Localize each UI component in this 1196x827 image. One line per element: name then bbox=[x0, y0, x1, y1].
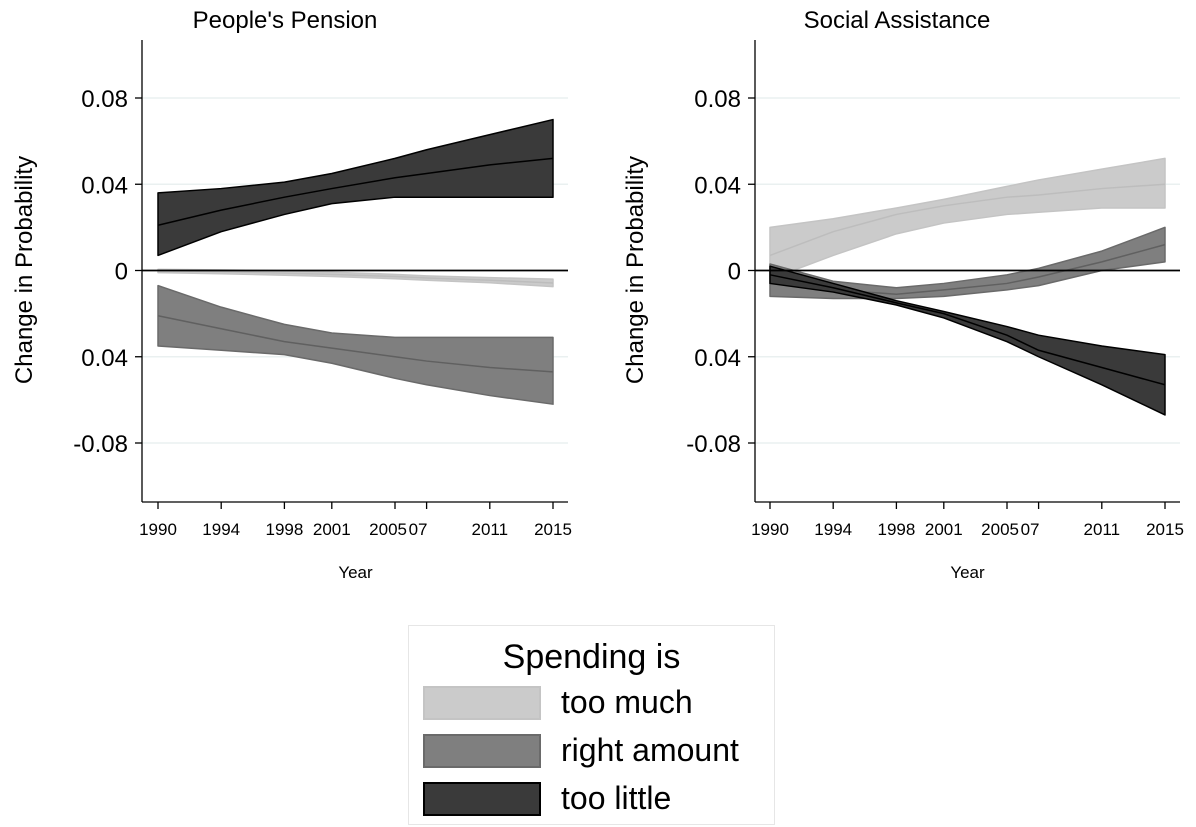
x-tick-label: 1998 bbox=[877, 520, 915, 539]
series-line-too-little bbox=[157, 157, 554, 226]
series-line-right-amount bbox=[157, 315, 554, 373]
x-axis-label: Year bbox=[950, 563, 985, 582]
y-tick-label: -0.08 bbox=[686, 431, 741, 458]
x-tick-label: 2015 bbox=[1146, 520, 1184, 539]
y-tick-label: 0 bbox=[728, 259, 741, 286]
x-tick-label: 2001 bbox=[313, 520, 351, 539]
y-tick-label: 0.04 bbox=[694, 345, 741, 372]
y-tick-label: -0.08 bbox=[73, 431, 128, 458]
y-tick-label: 0.08 bbox=[694, 86, 741, 113]
y-tick-label: 0.04 bbox=[81, 172, 128, 199]
confidence-band-too-much bbox=[769, 157, 1166, 280]
legend-label-too-much: too much bbox=[561, 684, 693, 720]
x-tick-label: 2015 bbox=[534, 520, 572, 539]
y-tick-label: 0.08 bbox=[81, 86, 128, 113]
x-tick-label: 2001 bbox=[925, 520, 963, 539]
series-line-too-much bbox=[769, 183, 1166, 257]
series-line-too-little bbox=[769, 274, 1166, 386]
legend-title: Spending is bbox=[502, 638, 681, 676]
x-tick-label: 1998 bbox=[265, 520, 303, 539]
legend-label-too-little: too little bbox=[561, 780, 672, 816]
x-tick-label: 2005 bbox=[369, 520, 407, 539]
legend-swatch-too-much bbox=[423, 686, 541, 720]
series-line-too-much bbox=[157, 269, 554, 284]
y-axis-label: Change in Probability bbox=[11, 156, 38, 384]
legend-label-right-amount: right amount bbox=[561, 732, 739, 768]
x-tick-label: 1994 bbox=[202, 520, 240, 539]
x-axis-label: Year bbox=[338, 563, 373, 582]
confidence-band-too-little bbox=[157, 118, 554, 257]
legend-swatch-too-little bbox=[423, 782, 541, 816]
chart-panel-2: 0.08 0.04 0 0.04 -0.08 1990 1994 1998 2001 2005 07… bbox=[622, 7, 1184, 582]
legend: Spending is too much right amount too li… bbox=[408, 625, 775, 825]
x-tick-label: 07 bbox=[409, 520, 428, 539]
x-tick-label: 2005 bbox=[981, 520, 1019, 539]
confidence-band-right-amount bbox=[157, 284, 554, 405]
y-axis-label: Change in Probability bbox=[622, 156, 649, 384]
legend-swatch-right-amount bbox=[423, 734, 541, 768]
y-tick-label: 0.04 bbox=[81, 345, 128, 372]
panel-title: People's Pension bbox=[193, 7, 378, 34]
y-tick-label: 0 bbox=[115, 259, 128, 286]
x-tick-label: 1994 bbox=[814, 520, 852, 539]
confidence-band-too-much bbox=[157, 268, 554, 288]
chart-panel-1: 0.08 0.04 0 0.04 -0.08 1990 1994 1998 2001 2005 07… bbox=[11, 7, 572, 582]
panel-title: Social Assistance bbox=[804, 7, 991, 34]
x-tick-label: 2011 bbox=[472, 520, 509, 539]
x-tick-label: 1990 bbox=[751, 520, 789, 539]
x-tick-label: 2011 bbox=[1084, 520, 1121, 539]
confidence-band-too-little bbox=[769, 265, 1166, 416]
x-tick-label: 07 bbox=[1021, 520, 1040, 539]
y-tick-label: 0.04 bbox=[694, 172, 741, 199]
x-tick-label: 1990 bbox=[139, 520, 177, 539]
